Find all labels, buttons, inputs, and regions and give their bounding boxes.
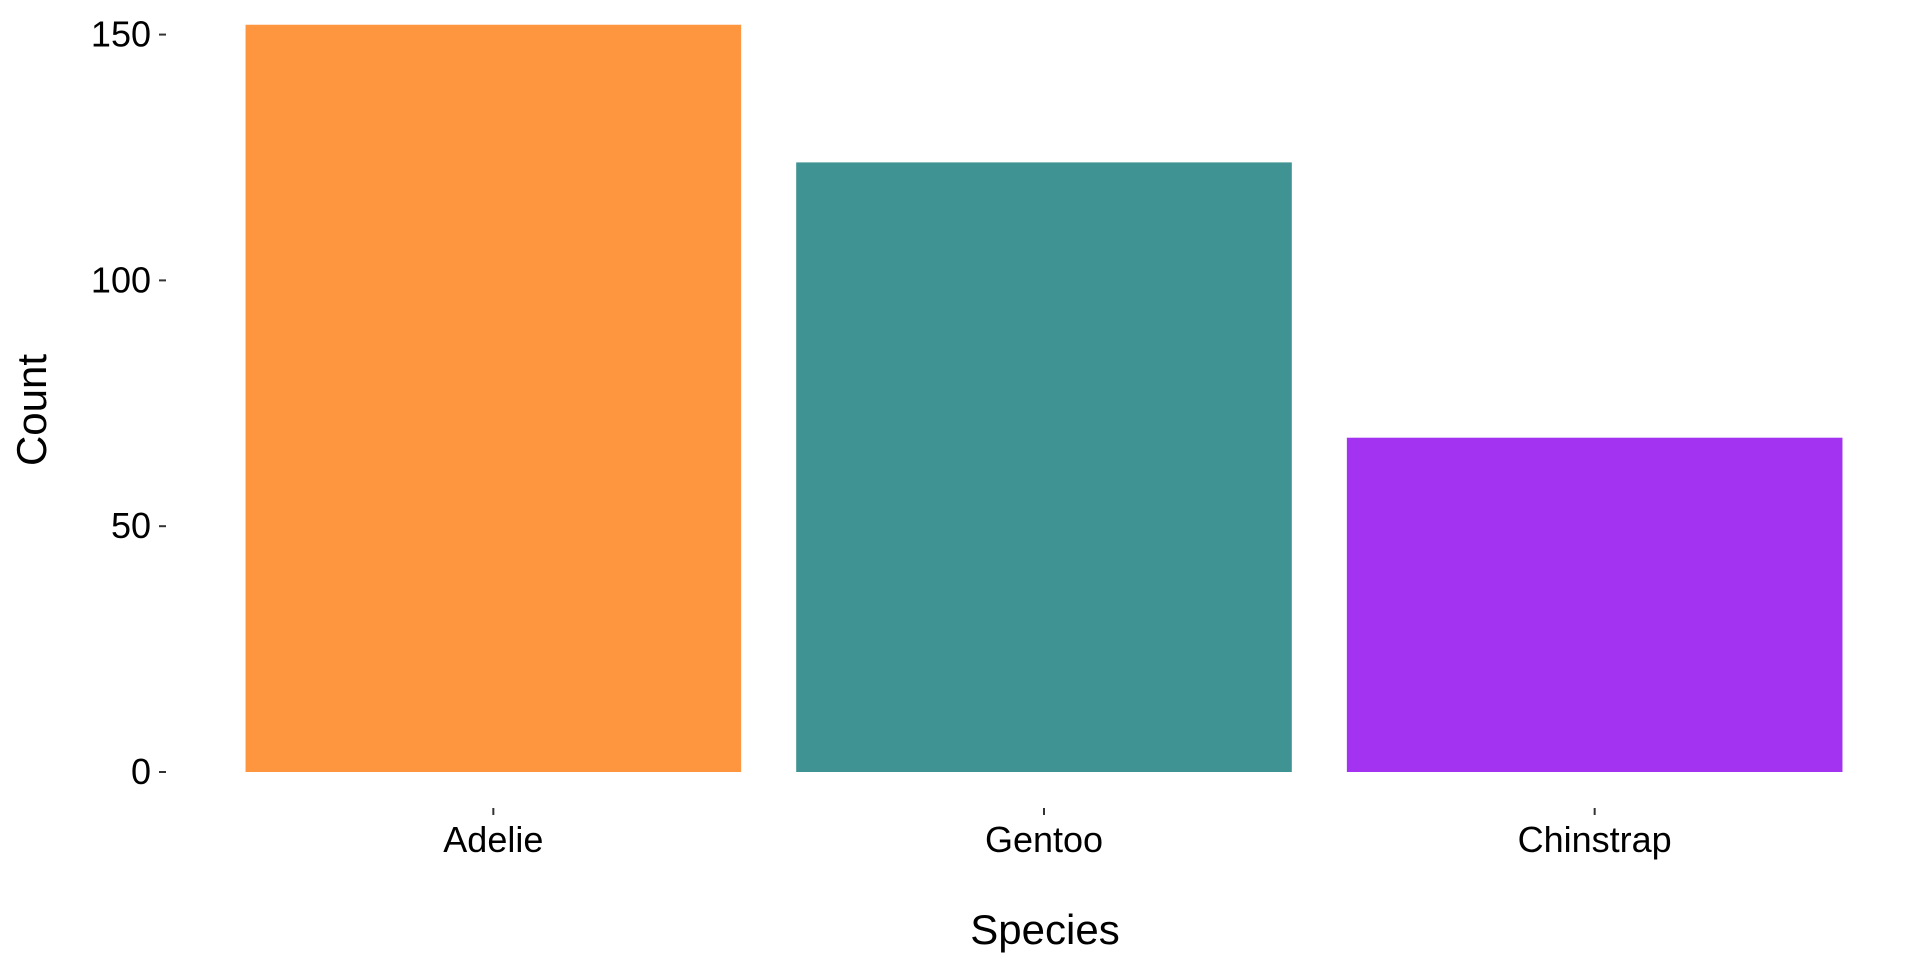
bars-group <box>245 24 1843 772</box>
y-tick-label: 0 <box>131 751 151 792</box>
y-tick-label: 50 <box>111 505 151 546</box>
y-axis: 0 50 100 150 <box>91 14 166 792</box>
y-tick-label: 100 <box>91 259 151 300</box>
x-tick-label: Chinstrap <box>1518 819 1672 860</box>
x-axis: Adelie Gentoo Chinstrap <box>443 808 1672 860</box>
bar-gentoo <box>796 162 1292 772</box>
bar-chinstrap <box>1346 437 1843 772</box>
y-tick-label: 150 <box>91 14 151 55</box>
y-axis-title: Count <box>8 354 55 466</box>
x-tick-label: Adelie <box>443 819 543 860</box>
bar-adelie <box>245 24 742 772</box>
x-tick-label: Gentoo <box>985 819 1103 860</box>
x-axis-title: Species <box>970 906 1119 953</box>
